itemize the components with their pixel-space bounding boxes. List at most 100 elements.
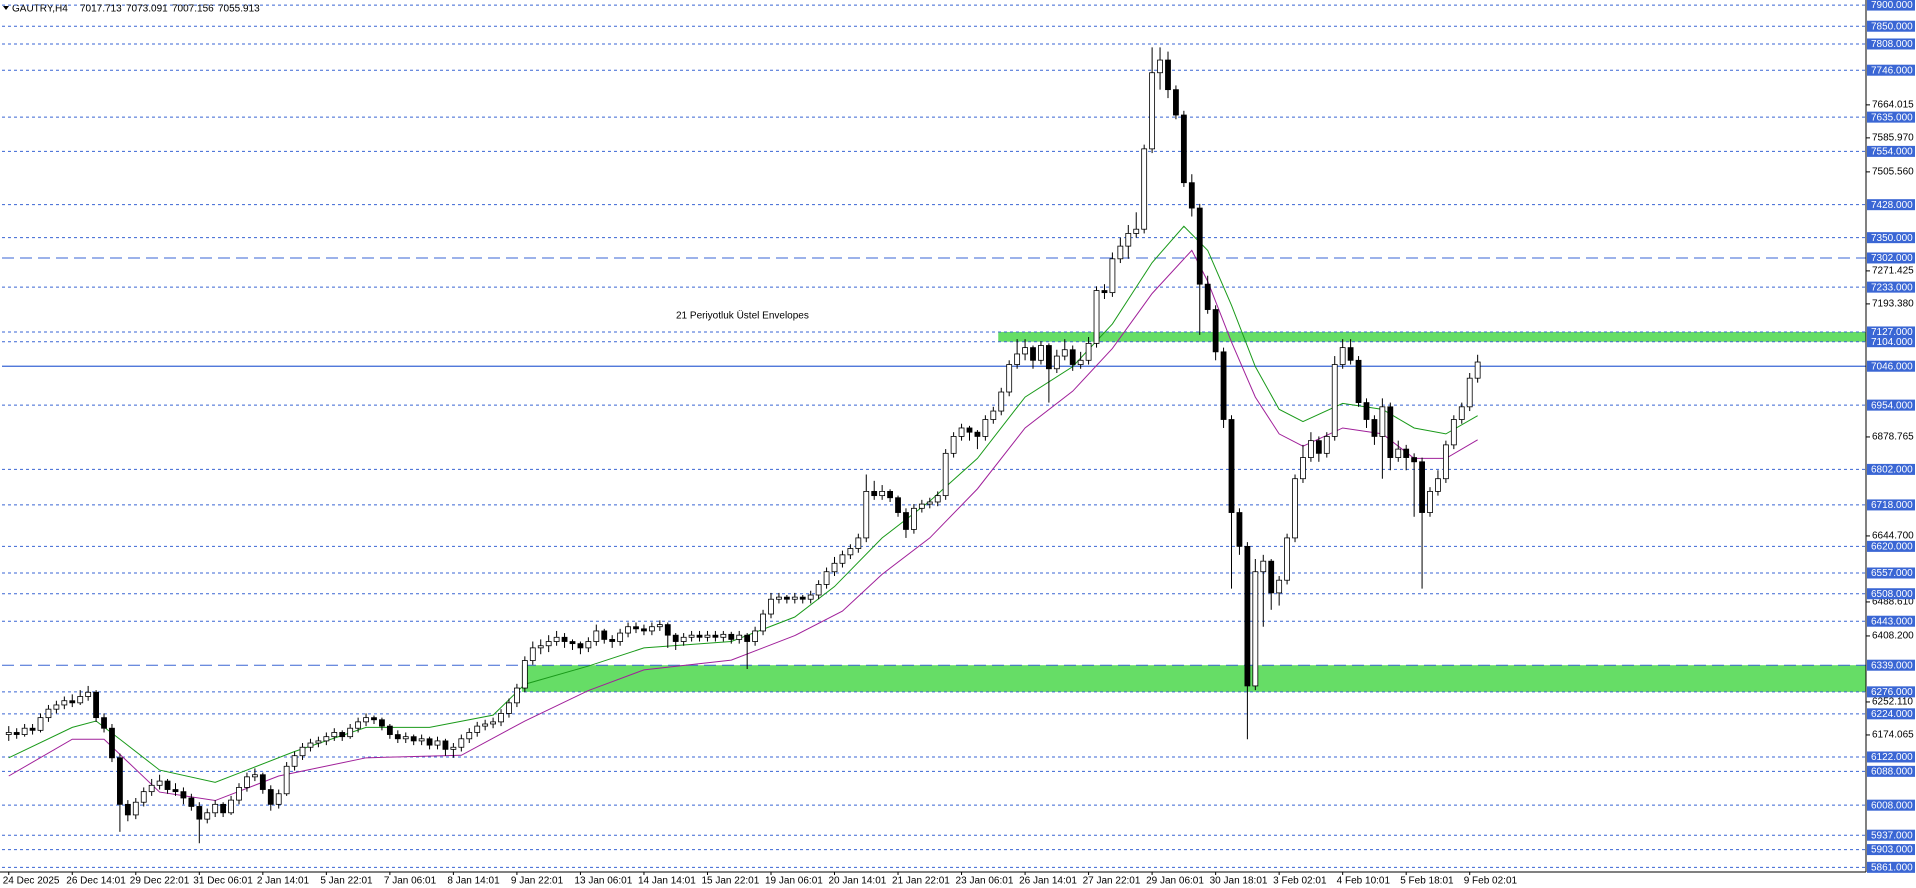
candle-body: [1300, 457, 1306, 480]
candle-body: [514, 687, 520, 704]
level-label-bg: [1867, 686, 1915, 698]
x-tick-label: 23 Jan 06:01: [956, 876, 1014, 887]
candle-body: [1077, 359, 1084, 365]
candle-body: [1323, 436, 1330, 454]
chart-symbol: GAUTRY,H4: [12, 4, 68, 15]
candle-body: [5, 732, 12, 735]
candle-body: [458, 738, 465, 748]
candle-body: [720, 633, 727, 638]
candle-body: [728, 633, 735, 640]
y-tick-label: 7505.560: [1872, 167, 1914, 178]
menu-icon: [3, 6, 9, 10]
level-label-bg: [1867, 64, 1915, 76]
candle-body: [704, 634, 711, 638]
candle-body: [1085, 342, 1092, 361]
level-label-bg: [1867, 252, 1915, 264]
candle-body: [347, 727, 354, 738]
level-label-bg: [1867, 399, 1915, 411]
candle-body: [529, 647, 536, 661]
candle-body: [434, 740, 441, 746]
level-label: 5937.000: [1871, 830, 1913, 841]
candle-body: [776, 596, 782, 600]
candle-body: [410, 736, 417, 742]
candle-body: [1315, 440, 1322, 454]
candle-body: [418, 738, 425, 742]
candle-body: [220, 803, 227, 814]
candle-body: [664, 624, 671, 636]
candle-body: [680, 636, 687, 642]
x-tick-label: 19 Jan 06:01: [765, 876, 823, 887]
level-label-bg: [1867, 540, 1915, 552]
candle-body: [1450, 419, 1457, 446]
candle-body: [283, 765, 290, 795]
candle-body: [1149, 72, 1156, 150]
candle-body: [109, 727, 115, 759]
candle-body: [1006, 364, 1013, 393]
level-label: 6224.000: [1871, 709, 1913, 720]
candle-body: [823, 571, 830, 585]
y-tick-label: 6488.610: [1872, 597, 1914, 608]
candle-body: [13, 732, 20, 735]
candle-body: [442, 740, 449, 750]
candle-body: [180, 791, 187, 799]
candle-body: [1117, 245, 1124, 260]
candle-body: [998, 391, 1005, 412]
candle-body: [228, 799, 234, 814]
level-label: 7104.000: [1871, 337, 1913, 348]
x-tick-label: 13 Jan 06:01: [574, 876, 632, 887]
candle-body: [633, 626, 639, 630]
candle-body: [21, 727, 28, 735]
level-label-bg: [1867, 281, 1915, 293]
candle-body: [752, 630, 759, 642]
envelope-line: [8, 249, 1478, 802]
x-tick-label: 30 Jan 18:01: [1210, 876, 1268, 887]
candle-body: [569, 641, 576, 645]
candle-body: [402, 736, 409, 740]
candle-body: [1038, 345, 1044, 361]
level-label: 6339.000: [1871, 660, 1913, 671]
candle-body: [1228, 419, 1235, 513]
x-tick-label: 9 Jan 22:01: [511, 876, 564, 887]
candle-body: [863, 490, 870, 539]
candle-body: [1379, 406, 1386, 437]
candle-body: [545, 641, 552, 647]
candle-body: [918, 503, 925, 509]
candle-body: [148, 784, 155, 793]
candle-body: [426, 738, 433, 746]
candle-body: [1403, 448, 1410, 458]
candle-body: [736, 634, 743, 640]
candle-body: [1045, 345, 1052, 370]
candle-body: [172, 789, 179, 793]
candle-body: [371, 717, 377, 721]
candle-body: [1220, 351, 1227, 420]
candle-body: [601, 630, 608, 640]
candle-body: [1236, 512, 1243, 547]
x-tick-label: 14 Jan 14:01: [638, 876, 696, 887]
candle-body: [394, 734, 401, 740]
level-label: 6122.000: [1871, 752, 1913, 763]
candle-body: [966, 427, 973, 433]
candle-body: [1069, 349, 1076, 365]
level-label: 6008.000: [1871, 800, 1913, 811]
candle-body: [744, 634, 751, 642]
candle-body: [307, 742, 314, 748]
candle-body: [974, 431, 981, 437]
candle-body: [1331, 364, 1338, 437]
level-label-bg: [1867, 751, 1915, 763]
candle-body: [498, 713, 504, 723]
level-label: 7635.000: [1871, 112, 1913, 123]
candle-body: [53, 704, 60, 710]
candle-body: [45, 708, 52, 719]
ohlc-value: 7073.091: [126, 4, 168, 15]
candle-body: [855, 537, 862, 549]
candle-body: [783, 596, 790, 600]
candle-body: [950, 436, 957, 454]
candle-body: [1395, 448, 1402, 458]
x-tick-label: 26 Jan 14:01: [1019, 876, 1077, 887]
x-tick-label: 20 Jan 14:01: [829, 876, 887, 887]
x-tick-label: 29 Jan 06:01: [1146, 876, 1204, 887]
candle-body: [1347, 347, 1354, 361]
candle-body: [958, 427, 965, 437]
